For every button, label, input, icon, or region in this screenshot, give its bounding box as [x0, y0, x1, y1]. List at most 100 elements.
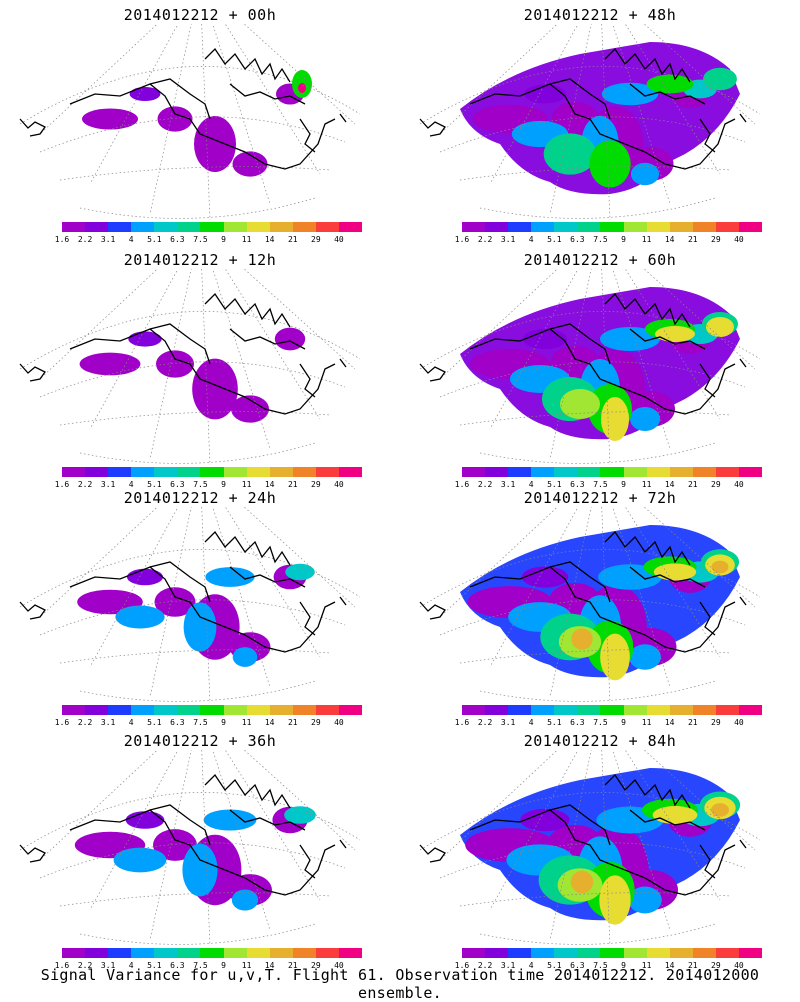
coastlines [19, 47, 347, 170]
colorbar-swatch [715, 705, 739, 715]
coastlines [419, 47, 747, 170]
colorbar-label: 4 [128, 235, 134, 244]
colorbar-swatch [462, 948, 486, 958]
colorbar-label: 9 [621, 961, 626, 970]
colorbar-label: 9 [621, 718, 626, 727]
colorbar-label: 2.2 [477, 235, 493, 244]
colorbar-swatch [108, 222, 132, 232]
colorbar-swatch [692, 222, 716, 232]
colorbar-swatch [131, 467, 155, 477]
colorbar-label: 29 [711, 235, 721, 244]
colorbar-swatch [131, 705, 155, 715]
colorbar-swatch [223, 467, 247, 477]
colorbar-label: 21 [687, 480, 698, 489]
colorbar-label: 14 [264, 961, 275, 970]
colorbar-label: 3.1 [500, 718, 516, 727]
colorbar-swatch [623, 705, 647, 715]
panel-title: 2014012212 + 72h [523, 489, 677, 507]
colorbar-label: 7.5 [193, 235, 208, 244]
colorbar [62, 467, 363, 477]
colorbar-labels: 1.6 2.2 3.1 4 5.1 6.3 7.5 9 11 14 21 29 40 [55, 480, 362, 490]
colorbar-label: 2.2 [77, 480, 93, 489]
colorbar-swatch [738, 222, 763, 232]
colorbar-swatch [62, 948, 86, 958]
colorbar-swatch [154, 705, 178, 715]
colorbar-label: 3.1 [100, 718, 116, 727]
colorbar-label: 4 [128, 961, 134, 970]
colorbar-label: 4 [528, 235, 534, 244]
colorbar-swatch [246, 222, 270, 232]
colorbar-label: 40 [334, 718, 344, 727]
colorbar-label: 11 [241, 235, 252, 244]
coastlines [19, 292, 347, 415]
map-panel: 2014012212 + 24h 1.6 2.2 3.1 4 5.1 6.3 7.5 9 11 14… [0, 483, 400, 728]
colorbar-label: 3.1 [500, 961, 516, 970]
colorbar-swatch [154, 222, 178, 232]
variance-shading [460, 42, 740, 195]
colorbar-label: 40 [734, 718, 744, 727]
colorbar-swatch [246, 948, 270, 958]
coastlines [419, 773, 747, 896]
variance-shading [460, 525, 740, 681]
colorbar-swatch [85, 948, 109, 958]
forecast-map [419, 24, 761, 221]
colorbar-label: 14 [664, 961, 675, 970]
colorbar-label: 14 [664, 480, 675, 489]
panel-title: 2014012212 + 00h [123, 6, 277, 24]
map-panel: 2014012212 + 12h 1.6 2.2 3.1 4 5.1 6.3 7.5 9 11 14… [0, 245, 400, 490]
colorbar-label: 1.6 [454, 235, 470, 244]
colorbar-swatch [85, 467, 109, 477]
map-panel: 2014012212 + 00h 1.6 2.2 3.1 4 5.1 6.3 7.5 9 11 14… [0, 0, 400, 245]
colorbar-labels: 1.6 2.2 3.1 4 5.1 6.3 7.5 9 11 14 21 29 40 [455, 480, 762, 490]
colorbar-swatch [200, 467, 224, 477]
colorbar-swatch [462, 222, 486, 232]
colorbar-label: 3.1 [100, 480, 116, 489]
colorbar-swatch [177, 467, 201, 477]
colorbar-swatch [292, 948, 316, 958]
coastlines [19, 773, 347, 896]
colorbar-label: 7.5 [593, 718, 608, 727]
colorbar-swatch [623, 222, 647, 232]
panel-title: 2014012212 + 48h [523, 6, 677, 24]
colorbar-swatch [600, 467, 624, 477]
colorbar-swatch [177, 222, 201, 232]
colorbar-label: 6.3 [170, 718, 185, 727]
colorbar-swatch [246, 467, 270, 477]
colorbar-label: 40 [334, 235, 344, 244]
colorbar-swatch [577, 222, 601, 232]
colorbar-swatch [338, 467, 363, 477]
colorbar-label: 3.1 [500, 480, 516, 489]
map-panel: 2014012212 + 84h 1.6 2.2 3.1 4 5.1 6.3 7.5 9 11 14… [400, 726, 800, 971]
colorbar-swatch [646, 467, 670, 477]
colorbar-swatch [646, 948, 670, 958]
colorbar-label: 9 [221, 235, 226, 244]
colorbar-label: 4 [528, 480, 534, 489]
colorbar-swatch [623, 467, 647, 477]
colorbar-label: 5.1 [147, 235, 162, 244]
colorbar-swatch [623, 948, 647, 958]
colorbar-label: 1.6 [454, 961, 470, 970]
colorbar-swatch [223, 948, 247, 958]
colorbar-swatch [223, 222, 247, 232]
variance-shading [460, 287, 740, 441]
colorbar-swatch [600, 705, 624, 715]
colorbar-swatch [485, 948, 509, 958]
colorbar-swatch [269, 705, 293, 715]
colorbar [62, 222, 363, 232]
panel-title: 2014012212 + 12h [123, 251, 277, 269]
colorbar-swatch [131, 222, 155, 232]
colorbar-label: 2.2 [477, 961, 493, 970]
colorbar-swatch [131, 948, 155, 958]
map-panel: 2014012212 + 48h 1.6 2.2 3.1 4 5.1 6.3 7.5 9 11 14… [400, 0, 800, 245]
colorbar-swatch [692, 948, 716, 958]
colorbar-swatch [292, 222, 316, 232]
colorbar-label: 5.1 [547, 961, 562, 970]
colorbar-label: 29 [311, 718, 321, 727]
colorbar-swatch [738, 467, 763, 477]
colorbar-label: 7.5 [193, 961, 208, 970]
colorbar-label: 14 [664, 718, 675, 727]
colorbar-label: 29 [711, 961, 721, 970]
colorbar-label: 5.1 [147, 718, 162, 727]
coastlines [419, 530, 747, 653]
colorbar-label: 5.1 [547, 480, 562, 489]
